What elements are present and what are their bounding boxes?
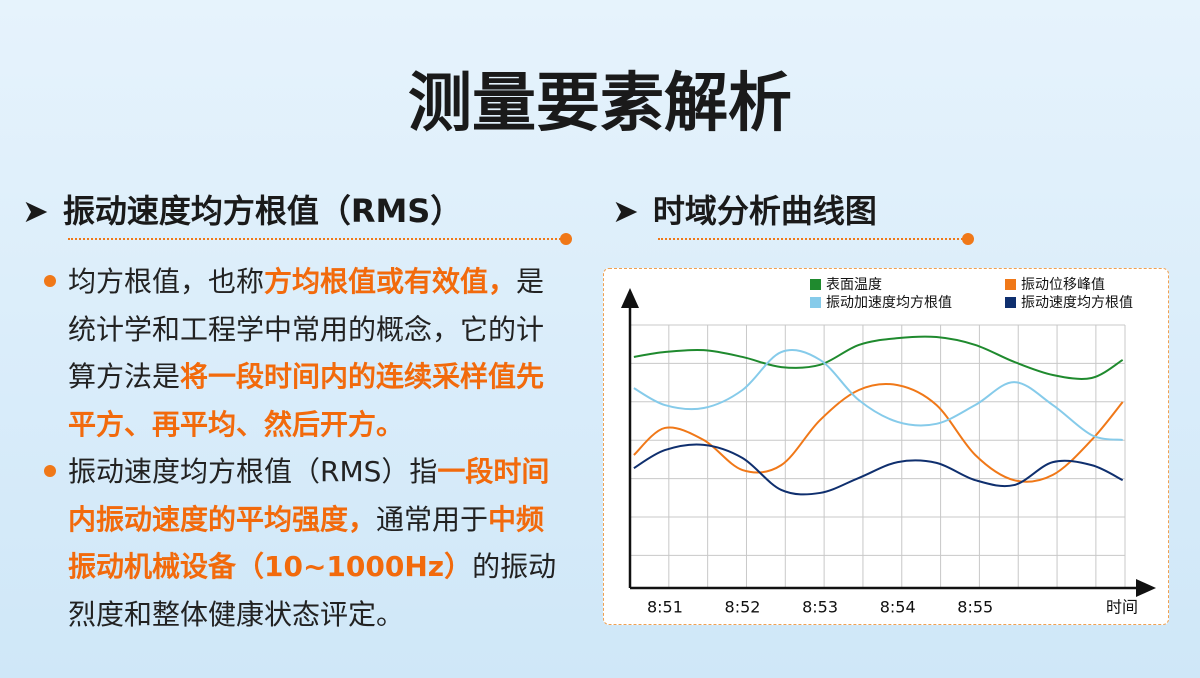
bullet-list: 均方根值，也称方均根值或有效值，是统计学和工程学中常用的概念，它的计算方法是将一… [44, 258, 558, 638]
underline-dot [962, 233, 974, 245]
series-line [633, 443, 1124, 496]
x-tick-label: 8:55 [957, 598, 993, 617]
highlight-text: 一段时间内振动速度的平均强度， [68, 455, 550, 536]
bullet: 均方根值，也称方均根值或有效值，是统计学和工程学中常用的概念，它的计算方法是将一… [44, 258, 558, 448]
x-tick-label: 8:54 [880, 598, 916, 617]
body-text: 的振动烈度和整体健康状态评定。 [68, 550, 557, 631]
series-line [633, 383, 1124, 483]
legend-label: 振动加速度均方根值 [826, 295, 952, 311]
x-tick-label: 8:51 [647, 598, 683, 617]
body-text: 是统计学和工程学中常用的概念，它的计算方法是 [68, 265, 545, 393]
heading-text: 时域分析曲线图 [652, 192, 877, 230]
highlight-text: 中频振动机械设备（10~1000Hz） [68, 502, 545, 584]
chart-frame [603, 268, 1169, 625]
x-tick-label: 8:52 [725, 598, 761, 617]
x-axis-arrow [1136, 579, 1156, 597]
underline [68, 238, 564, 240]
legend-label: 表面温度 [826, 277, 882, 293]
bullet: 振动速度均方根值（RMS）指一段时间内振动速度的平均强度，通常用于中频振动机械设… [44, 448, 558, 638]
x-tick-label: 8:53 [802, 598, 838, 617]
series-line [633, 349, 1123, 441]
legend-swatch [810, 297, 821, 308]
legend-label: 振动位移峰值 [1021, 277, 1105, 293]
highlight-text: 将一段时间内的连续采样值先平方、再平均、然后开方。 [68, 360, 545, 441]
underline-dot [560, 233, 572, 245]
y-axis-arrow [621, 288, 639, 308]
x-axis-label: 时间 [1106, 598, 1138, 617]
series-line [633, 335, 1124, 380]
page-title: 测量要素解析 [408, 67, 792, 141]
body-text: 振动速度均方根值（RMS）指 [68, 455, 438, 488]
highlight-text: 方均根值或有效值， [264, 265, 517, 298]
body-text: 通常用于 [376, 502, 489, 536]
right-heading: ➤ 时域分析曲线图 [612, 192, 877, 230]
legend-label: 振动速度均方根值 [1021, 295, 1133, 311]
underline [658, 238, 966, 240]
legend-swatch [810, 279, 821, 290]
left-heading: ➤ 振动速度均方根值（RMS） [22, 192, 463, 230]
body-text: 均方根值，也称 [68, 265, 265, 298]
legend-swatch [1005, 297, 1016, 308]
legend-swatch [1005, 279, 1016, 290]
heading-text: 振动速度均方根值（RMS） [62, 192, 463, 230]
